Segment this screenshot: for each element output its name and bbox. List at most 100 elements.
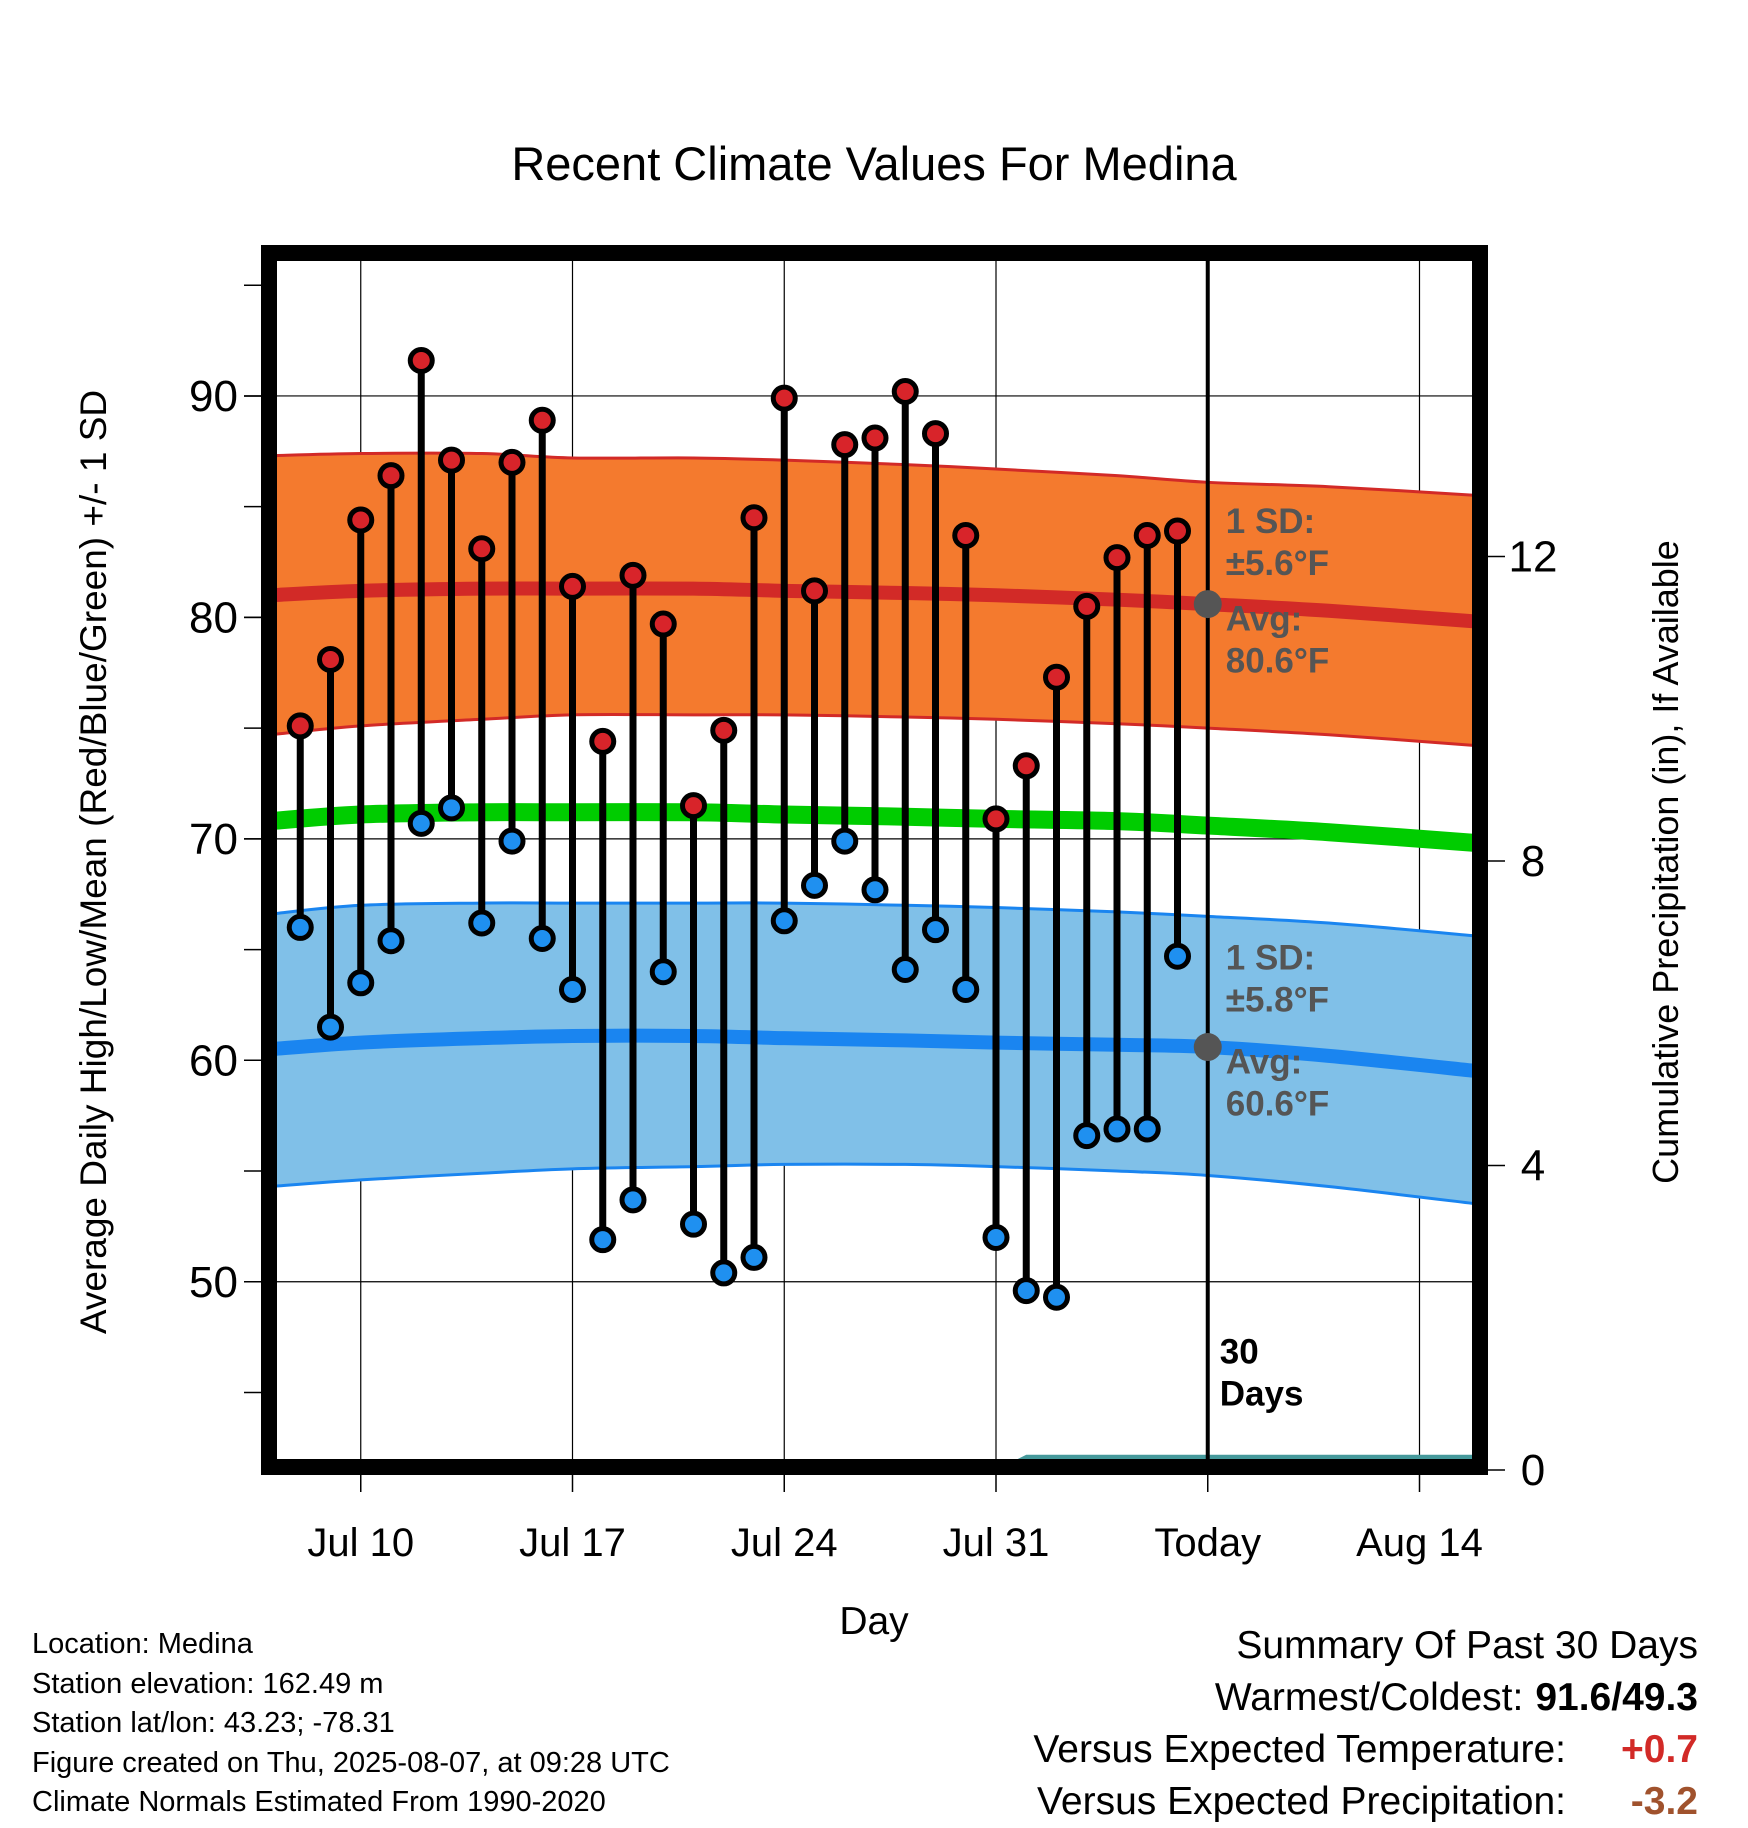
y2-tick-label: 8 xyxy=(1521,837,1545,886)
daily-low-marker xyxy=(377,927,405,955)
daily-high-marker xyxy=(559,572,586,600)
daily-high-marker xyxy=(649,610,677,638)
daily-low-marker xyxy=(317,1013,344,1041)
daily-high-marker xyxy=(801,577,828,605)
y-axis-label: Average Daily High/Low/Mean (Red/Blue/Gr… xyxy=(73,390,114,1334)
y-tick-label: 60 xyxy=(189,1036,238,1085)
daily-high-marker xyxy=(952,521,980,549)
daily-low-marker xyxy=(680,1210,707,1238)
daily-high-marker xyxy=(286,712,314,740)
daily-low-marker xyxy=(861,876,889,904)
daily-high-marker xyxy=(1043,663,1070,691)
daily-high-marker xyxy=(468,535,496,563)
daily-low-marker xyxy=(831,827,859,855)
daily-low-marker xyxy=(1103,1115,1131,1143)
daily-high-marker xyxy=(1103,544,1131,572)
elevation-text: Station elevation: 162.49 m xyxy=(32,1667,384,1700)
today-window-label: 30 Days xyxy=(1220,1333,1304,1414)
daily-low-marker xyxy=(1133,1115,1161,1143)
daily-low-marker xyxy=(589,1226,617,1254)
daily-high-marker xyxy=(740,504,768,532)
daily-low-marker xyxy=(922,916,949,944)
daily-low-marker xyxy=(468,909,496,937)
daily-low-marker xyxy=(347,969,375,997)
daily-high-marker xyxy=(407,347,435,375)
daily-low-marker xyxy=(286,913,314,941)
y-tick-label: 50 xyxy=(189,1258,238,1307)
daily-high-marker xyxy=(438,446,465,474)
high-sd-annotation: 1 SD: ±5.6°F xyxy=(1226,502,1329,583)
summary-temp-row: Versus Expected Temperature: +0.7 xyxy=(1033,1724,1698,1776)
normals-period-text: Climate Normals Estimated From 1990-2020 xyxy=(32,1786,606,1818)
high-normal-line xyxy=(270,581,1480,629)
daily-low-marker xyxy=(952,975,980,1003)
daily-high-marker xyxy=(1012,752,1040,780)
daily-low-marker xyxy=(982,1223,1010,1251)
daily-low-marker xyxy=(438,794,465,822)
created-text: Figure created on Thu, 2025-08-07, at 09… xyxy=(32,1746,670,1779)
low-avg-annotation: Avg: 60.6°F xyxy=(1226,1043,1330,1124)
y2-tick-label: 4 xyxy=(1521,1142,1545,1191)
daily-low-marker xyxy=(407,809,435,837)
daily-high-marker xyxy=(377,462,405,490)
daily-high-marker xyxy=(831,431,859,459)
y2-axis-label: Cumulative Precipitation (in), If Availa… xyxy=(1645,540,1686,1184)
warmest-value: 91.6/49.3 xyxy=(1535,1676,1698,1719)
summary-warmest-row: Warmest/Coldest: 91.6/49.3 xyxy=(1033,1672,1698,1724)
plot-area: 1 SD: ±5.6°F Avg: 80.6°F 1 SD: ±5.8°F Avg: 60.6… xyxy=(189,245,1558,1565)
daily-high-marker xyxy=(347,506,375,534)
summary-title: Summary Of Past 30 Days xyxy=(1236,1624,1698,1667)
x-tick-label: Jul 10 xyxy=(307,1521,414,1565)
daily-low-marker xyxy=(528,925,556,953)
x-tick-label: Jul 31 xyxy=(943,1521,1050,1565)
chart-title: Recent Climate Values For Medina xyxy=(511,137,1237,190)
temp-value: +0.7 xyxy=(1621,1728,1698,1771)
warmest-label: Warmest/Coldest: xyxy=(1214,1676,1524,1719)
x-tick-label: Jul 17 xyxy=(519,1521,626,1565)
latlon-text: Station lat/lon: 43.23; -78.31 xyxy=(32,1707,395,1739)
daily-low-marker xyxy=(498,827,526,855)
summary-precip-row: Versus Expected Precipitation: -3.2 xyxy=(1033,1776,1698,1828)
high-sd-upper-line xyxy=(270,451,1480,498)
plot-inner xyxy=(270,252,1480,1470)
temp-label: Versus Expected Temperature: xyxy=(1033,1728,1566,1771)
daily-high-marker xyxy=(861,424,889,452)
y2-tick-label: 0 xyxy=(1521,1446,1545,1495)
y-tick-label: 70 xyxy=(189,815,238,864)
daily-high-marker xyxy=(528,406,556,434)
daily-low-marker xyxy=(559,975,586,1003)
daily-high-marker xyxy=(922,420,949,448)
high-sd-lower-line xyxy=(270,713,1480,748)
low-normal-line xyxy=(270,1028,1480,1079)
precip-value: -3.2 xyxy=(1630,1780,1698,1823)
daily-high-marker xyxy=(680,792,707,820)
daily-low-marker xyxy=(1073,1122,1101,1150)
daily-high-marker xyxy=(619,561,647,589)
low-sd-upper-line xyxy=(270,901,1480,938)
daily-low-marker xyxy=(801,871,828,899)
x-axis-label: Day xyxy=(839,1600,909,1643)
daily-low-marker xyxy=(649,958,677,986)
low-sd-lower-line xyxy=(270,1162,1480,1206)
x-tick-label: Jul 24 xyxy=(731,1521,838,1565)
daily-low-marker xyxy=(1012,1277,1040,1305)
high-avg-annotation: Avg: 80.6°F xyxy=(1226,600,1330,681)
today-avg-high-marker xyxy=(1193,590,1222,619)
daily-high-marker xyxy=(710,716,738,744)
daily-low-marker xyxy=(891,956,919,984)
y2-tick-label: 12 xyxy=(1509,533,1558,582)
daily-low-marker xyxy=(770,907,798,935)
daily-high-marker xyxy=(770,384,798,412)
daily-high-marker xyxy=(1164,517,1191,545)
x-tick-label: Aug 14 xyxy=(1356,1521,1483,1565)
daily-high-marker xyxy=(1073,592,1101,620)
daily-high-marker xyxy=(891,378,919,406)
summary-panel: Summary Of Past 30 Days Warmest/Coldest:… xyxy=(1033,1620,1698,1828)
daily-low-marker xyxy=(740,1243,768,1271)
daily-high-marker xyxy=(982,805,1010,833)
plot-frame xyxy=(261,245,1488,1475)
y-tick-label: 90 xyxy=(189,372,238,421)
daily-high-marker xyxy=(589,727,617,755)
daily-low-marker xyxy=(710,1259,738,1287)
